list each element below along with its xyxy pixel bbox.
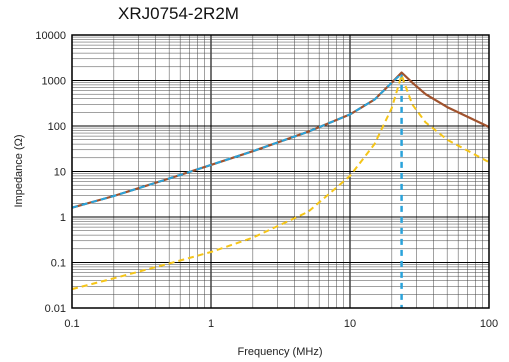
y-tick-label: 0.1 [51, 258, 66, 270]
y-tick-label: 0.01 [45, 303, 66, 315]
plot-frame [71, 34, 490, 309]
y-axis-label: Impedance (Ω) [13, 134, 25, 207]
y-tick-label: 10000 [35, 30, 66, 42]
series-group [71, 71, 490, 308]
x-tick-label: 1 [208, 318, 214, 330]
x-axis-label: Frequency (MHz) [238, 346, 323, 358]
x-tick-label: 0.1 [64, 318, 79, 330]
series-line-3 [71, 74, 490, 291]
y-tick-label: 100 [48, 121, 66, 133]
y-tick-label: 1 [60, 212, 66, 224]
series-line-2 [71, 73, 403, 209]
chart-title: XRJ0754-2R2M [118, 4, 239, 23]
x-tick-label: 100 [480, 318, 498, 330]
x-tick-labels: 0.1 1 10 100 [64, 318, 498, 330]
y-tick-label: 1000 [42, 76, 66, 88]
x-tick-label: 10 [344, 318, 356, 330]
y-tick-label: 10 [54, 167, 66, 179]
y-tick-labels: 0.01 0.1 1 10 100 1000 10000 [35, 30, 66, 315]
